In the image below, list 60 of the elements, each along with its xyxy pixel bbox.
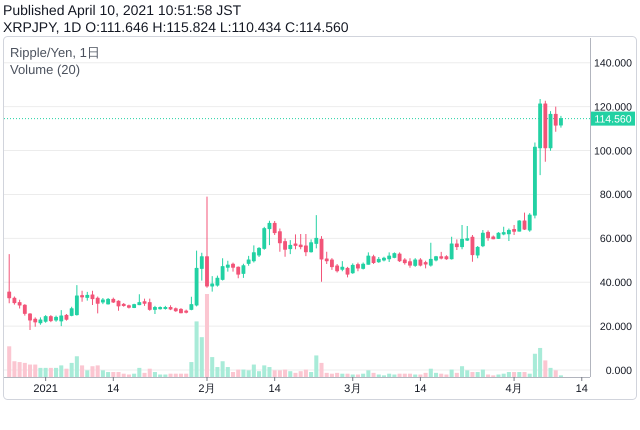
y-tick-label: 100.000 [594, 145, 632, 158]
candlestick [554, 106, 558, 132]
text: Ripple/Yen, 1日 [10, 45, 100, 60]
candlestick [454, 238, 459, 250]
chart-title: XRPJPY, 1D O:111.646 H:115.824 L:110.434 C:114.560 [3, 19, 349, 35]
y-tick-label: 80.000 [600, 189, 632, 202]
candlestick [48, 314, 53, 323]
x-tick-label: 14 [107, 383, 120, 395]
bar [454, 372, 459, 377]
bar [85, 370, 90, 377]
bar [204, 294, 210, 377]
bar [554, 370, 558, 377]
x-tick-label: 14 [268, 383, 281, 395]
candlestick [522, 212, 526, 230]
x-tick-label: 4月 [506, 383, 523, 395]
bar [543, 360, 548, 377]
bar [522, 372, 527, 377]
candlestick [450, 236, 454, 260]
bar [48, 368, 53, 377]
x-tick-label: 14 [576, 383, 588, 395]
candlestick [80, 290, 84, 302]
y-tick-label: 120.000 [594, 101, 632, 114]
bar [346, 374, 350, 377]
candlestick [372, 254, 376, 264]
bar [288, 371, 292, 377]
bar [80, 365, 84, 377]
candlestick [64, 314, 68, 322]
y-tick-label: 20.000 [600, 320, 632, 333]
chart-title: Volume (20) [10, 62, 80, 77]
bar [512, 372, 516, 377]
text: Published April 10, 2021 10:51:58 JST [3, 2, 242, 18]
candlestick [288, 240, 292, 255]
candlestick [512, 224, 516, 236]
candlestick [413, 258, 418, 268]
x-tick-label: 14 [414, 383, 427, 395]
candlestick [480, 229, 485, 248]
candlestick [346, 266, 350, 278]
bar [372, 372, 376, 377]
candlestick [85, 291, 90, 302]
candlestick [543, 100, 548, 162]
x-tick-label: 2月 [198, 383, 216, 395]
candlestick [356, 262, 360, 272]
ref-line-label: 114.560 [594, 113, 632, 126]
y-tick-label: 0.000 [606, 364, 632, 377]
x-tick-label: 2021 [33, 383, 58, 395]
y-tick-label: 40.000 [600, 277, 632, 290]
candlestick [470, 234, 474, 262]
bar [340, 374, 344, 377]
bar [64, 368, 68, 377]
bar [470, 372, 474, 377]
bar [517, 372, 522, 377]
candlestick [205, 196, 209, 288]
candlestick [476, 246, 480, 259]
bar [450, 370, 454, 377]
candlestick [242, 263, 246, 278]
candlestick [340, 260, 344, 272]
y-tick-label: 140.000 [594, 58, 632, 70]
x-tick-label: 3月 [344, 383, 362, 395]
bar [548, 368, 553, 377]
y-tick-label: 60.000 [600, 233, 632, 246]
